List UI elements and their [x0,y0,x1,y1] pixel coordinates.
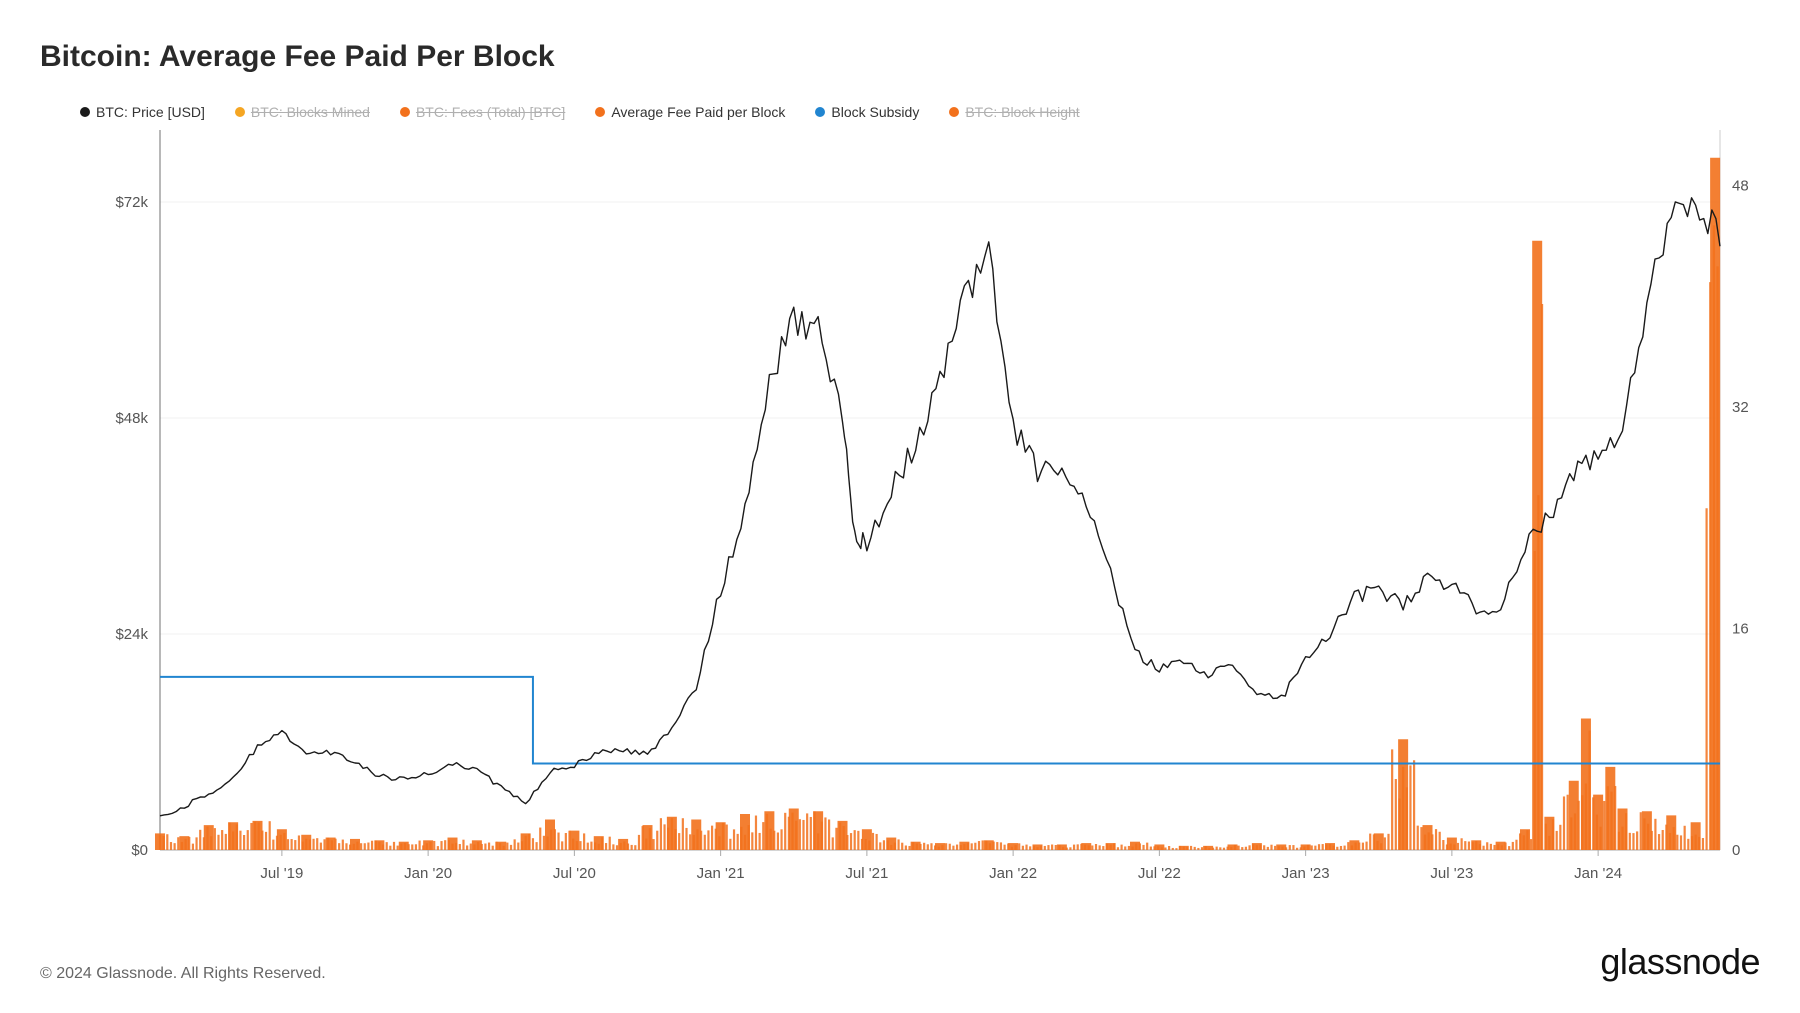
svg-text:32: 32 [1732,399,1749,416]
legend-label: BTC: Price [USD] [96,104,205,120]
legend: BTC: Price [USD] BTC: Blocks Mined BTC: Fe… [80,104,1760,120]
legend-item[interactable]: BTC: Blocks Mined [235,104,370,120]
legend-swatch [235,107,245,117]
legend-label: BTC: Fees (Total) [BTC] [416,104,565,120]
svg-text:Jul '19: Jul '19 [260,865,303,882]
legend-label: BTC: Blocks Mined [251,104,370,120]
svg-text:16: 16 [1732,620,1749,637]
svg-text:$24k: $24k [115,626,148,643]
legend-swatch [815,107,825,117]
legend-item[interactable]: BTC: Block Height [949,104,1079,120]
svg-text:Jul '23: Jul '23 [1430,865,1473,882]
svg-text:Jul '20: Jul '20 [553,865,596,882]
chart-svg: $0 $24k $48k $72k 0 16 32 48 Jul '19 Jan '20 Jul '… [40,130,1760,900]
svg-text:$0: $0 [131,842,148,859]
legend-swatch [949,107,959,117]
legend-item[interactable]: BTC: Price [USD] [80,104,205,120]
svg-text:Jul '22: Jul '22 [1138,865,1181,882]
legend-label: BTC: Block Height [965,104,1079,120]
svg-text:Jan '22: Jan '22 [989,865,1037,882]
chart-title: Bitcoin: Average Fee Paid Per Block [40,40,1760,74]
svg-text:Jan '21: Jan '21 [697,865,745,882]
svg-text:Jan '24: Jan '24 [1574,865,1622,882]
legend-label: Block Subsidy [831,104,919,120]
svg-text:Jan '20: Jan '20 [404,865,452,882]
copyright: © 2024 Glassnode. All Rights Reserved. [40,965,326,983]
svg-text:$72k: $72k [115,194,148,211]
svg-text:Jul '21: Jul '21 [845,865,888,882]
svg-text:48: 48 [1732,177,1749,194]
chart-area: $0 $24k $48k $72k 0 16 32 48 Jul '19 Jan '20 Jul '… [40,130,1760,921]
svg-text:Jan '23: Jan '23 [1282,865,1330,882]
legend-item[interactable]: BTC: Fees (Total) [BTC] [400,104,565,120]
legend-swatch [595,107,605,117]
legend-swatch [80,107,90,117]
legend-swatch [400,107,410,117]
legend-item[interactable]: Average Fee Paid per Block [595,104,785,120]
svg-text:0: 0 [1732,842,1740,859]
legend-label: Average Fee Paid per Block [611,104,785,120]
svg-text:$48k: $48k [115,410,148,427]
legend-item[interactable]: Block Subsidy [815,104,919,120]
brand-logo: glassnode [1600,941,1760,983]
